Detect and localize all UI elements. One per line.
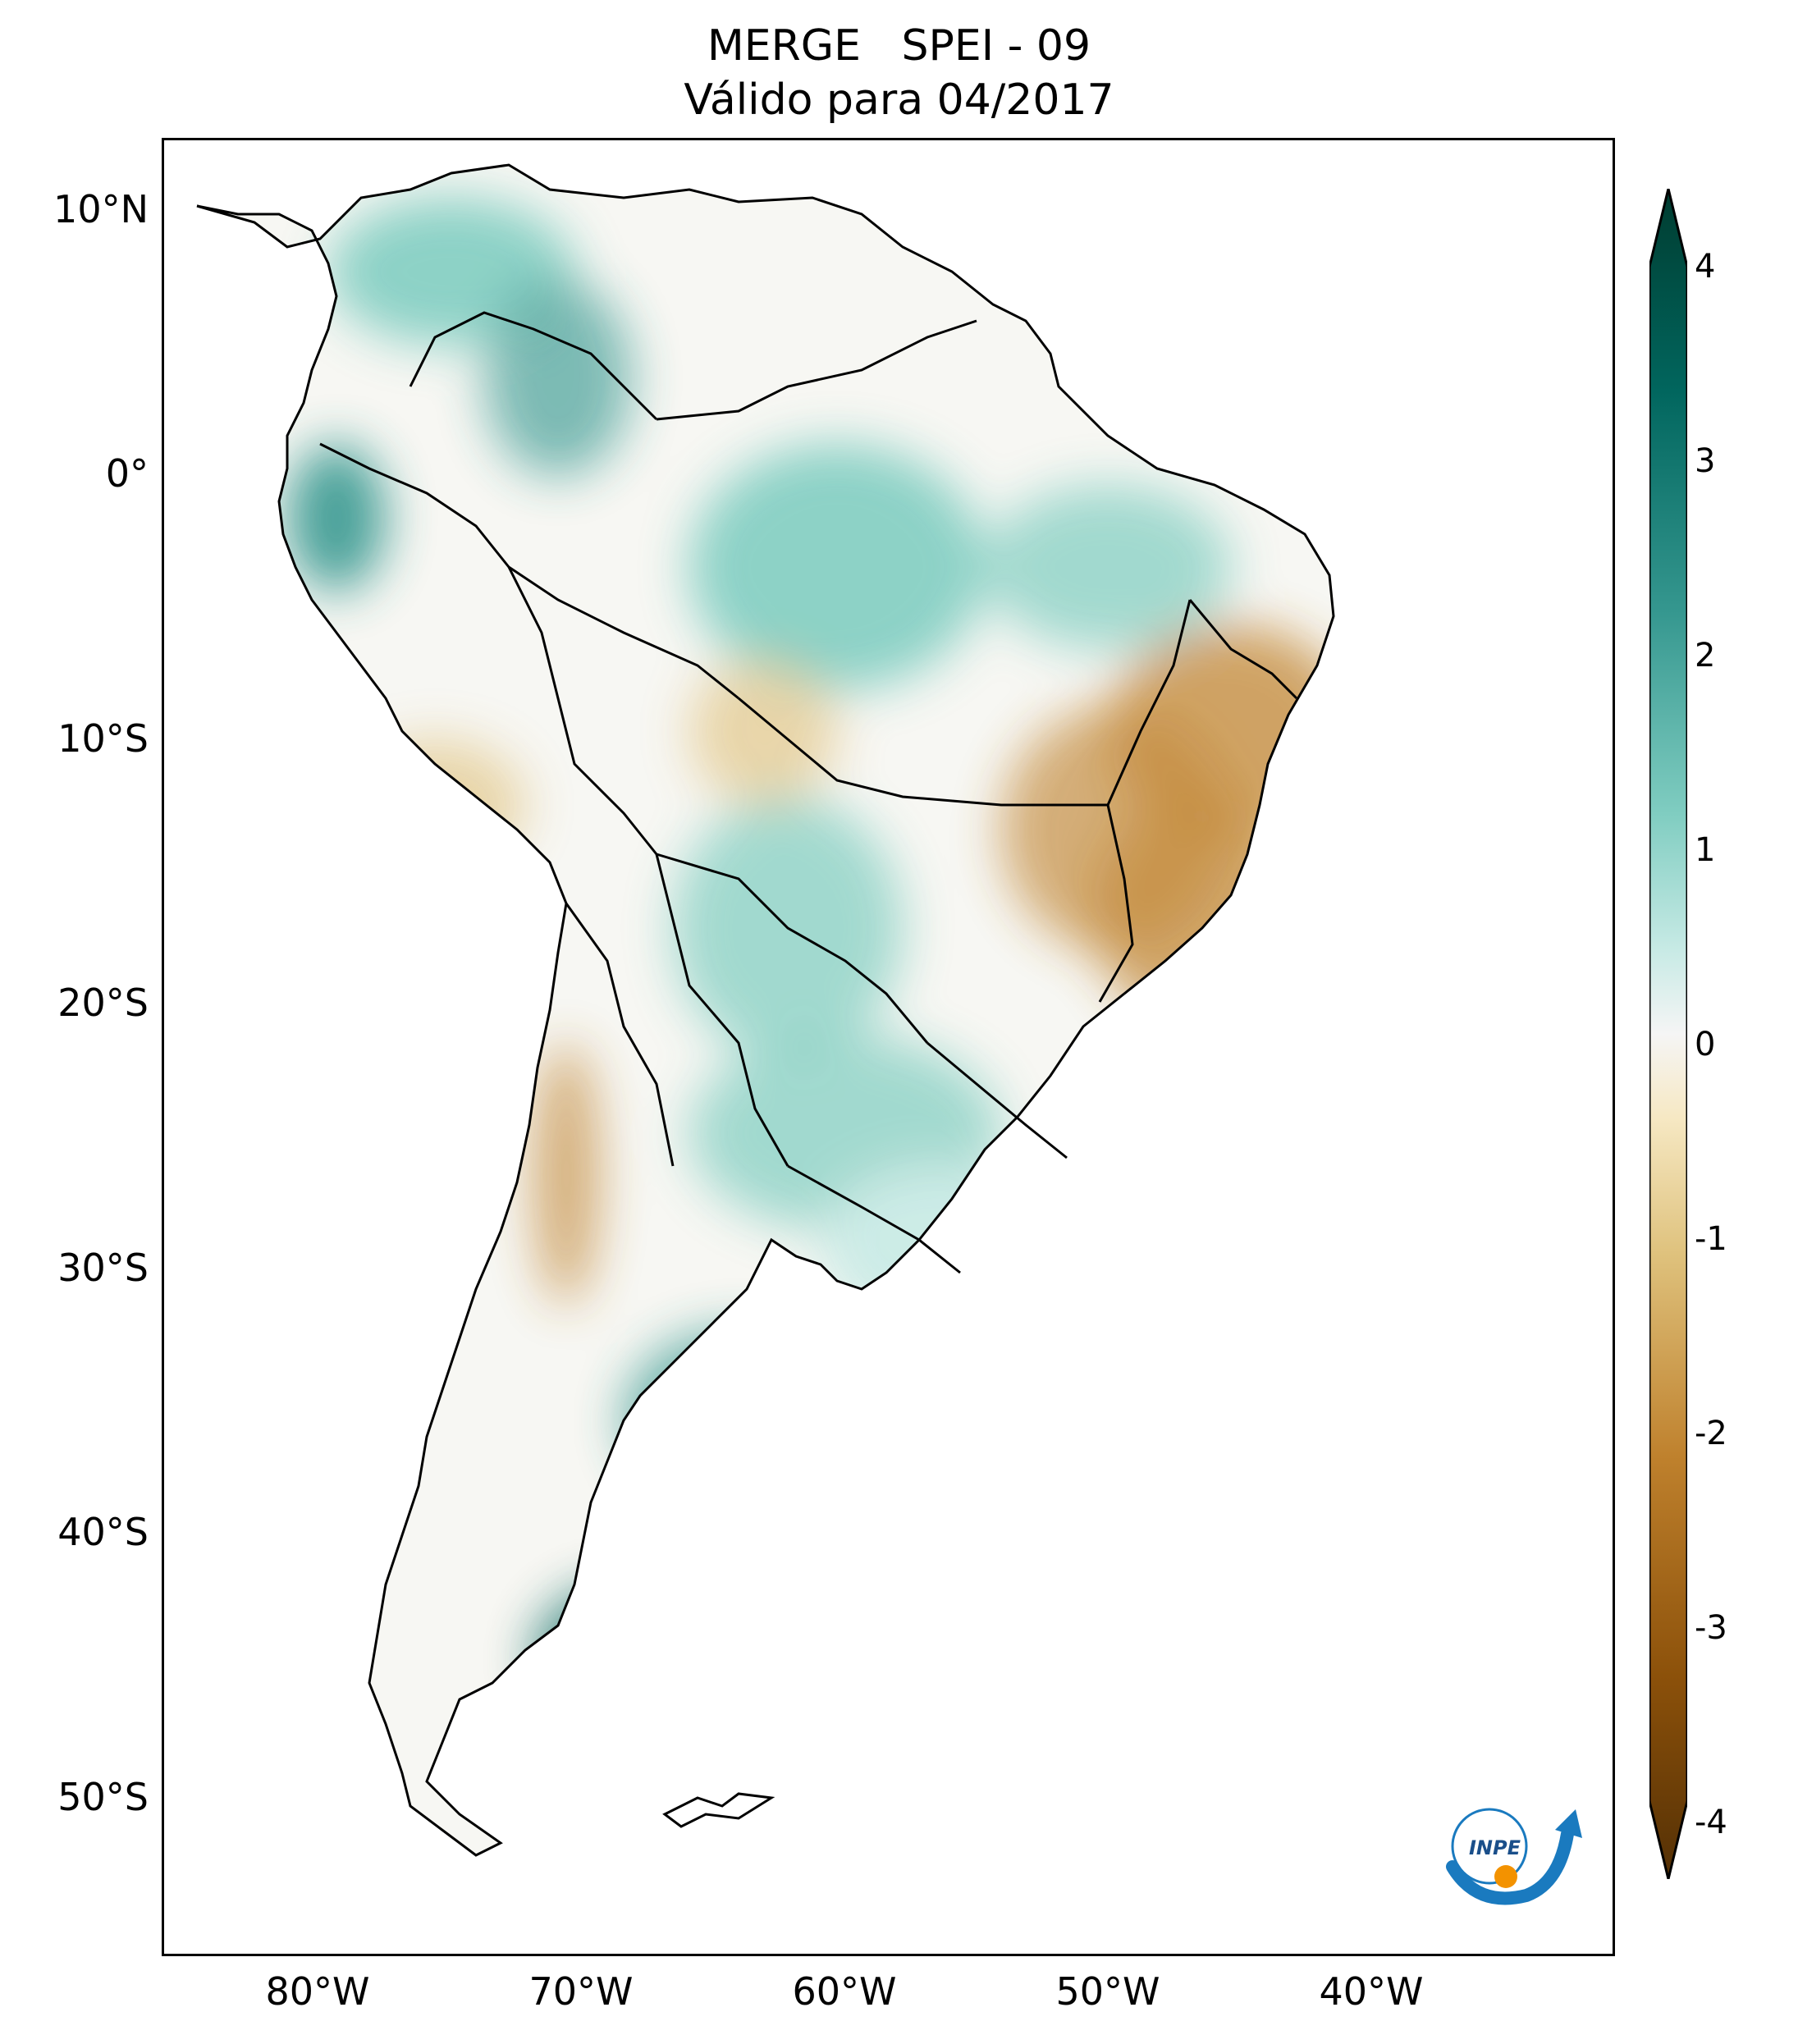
lon-label-60w: 60°W bbox=[792, 1969, 897, 2014]
lon-label-70w: 70°W bbox=[528, 1969, 634, 2014]
lat-label-30s: 30°S bbox=[57, 1246, 149, 1290]
country-borders bbox=[319, 311, 1298, 1274]
lat-label-20s: 20°S bbox=[57, 981, 149, 1025]
lat-label-40s: 40°S bbox=[57, 1510, 149, 1554]
map-subtitle: Válido para 04/2017 bbox=[684, 75, 1114, 125]
south-america-map bbox=[195, 163, 1335, 1857]
cbar-tick-3: 3 bbox=[1695, 442, 1716, 480]
cbar-tick-minus3: -3 bbox=[1695, 1609, 1727, 1647]
lat-label-10n: 10°N bbox=[53, 187, 149, 231]
colorbar-gradient bbox=[1649, 189, 1687, 1879]
cbar-tick-minus4: -4 bbox=[1695, 1804, 1727, 1841]
cbar-tick-4: 4 bbox=[1695, 248, 1716, 286]
lat-label-10s: 10°S bbox=[57, 716, 149, 761]
map-title: MERGE SPEI - 09 bbox=[707, 21, 1091, 71]
cbar-tick-1: 1 bbox=[1695, 831, 1716, 869]
cbar-tick-minus2: -2 bbox=[1695, 1415, 1727, 1452]
cbar-tick-minus1: -1 bbox=[1695, 1220, 1727, 1258]
inpe-logo: INPE bbox=[1446, 1808, 1582, 1905]
map-area bbox=[162, 138, 1615, 1956]
lat-label-0: 0° bbox=[105, 451, 149, 496]
cbar-tick-0: 0 bbox=[1695, 1026, 1716, 1063]
lon-label-40w: 40°W bbox=[1319, 1969, 1424, 2014]
lon-label-50w: 50°W bbox=[1055, 1969, 1160, 2014]
cbar-tick-2: 2 bbox=[1695, 637, 1716, 674]
svg-text:INPE: INPE bbox=[1469, 1836, 1521, 1859]
colorbar bbox=[1649, 189, 1687, 1879]
lon-label-80w: 80°W bbox=[265, 1969, 370, 2014]
lat-label-50s: 50°S bbox=[57, 1775, 149, 1819]
falklands-islands bbox=[662, 1792, 775, 1828]
